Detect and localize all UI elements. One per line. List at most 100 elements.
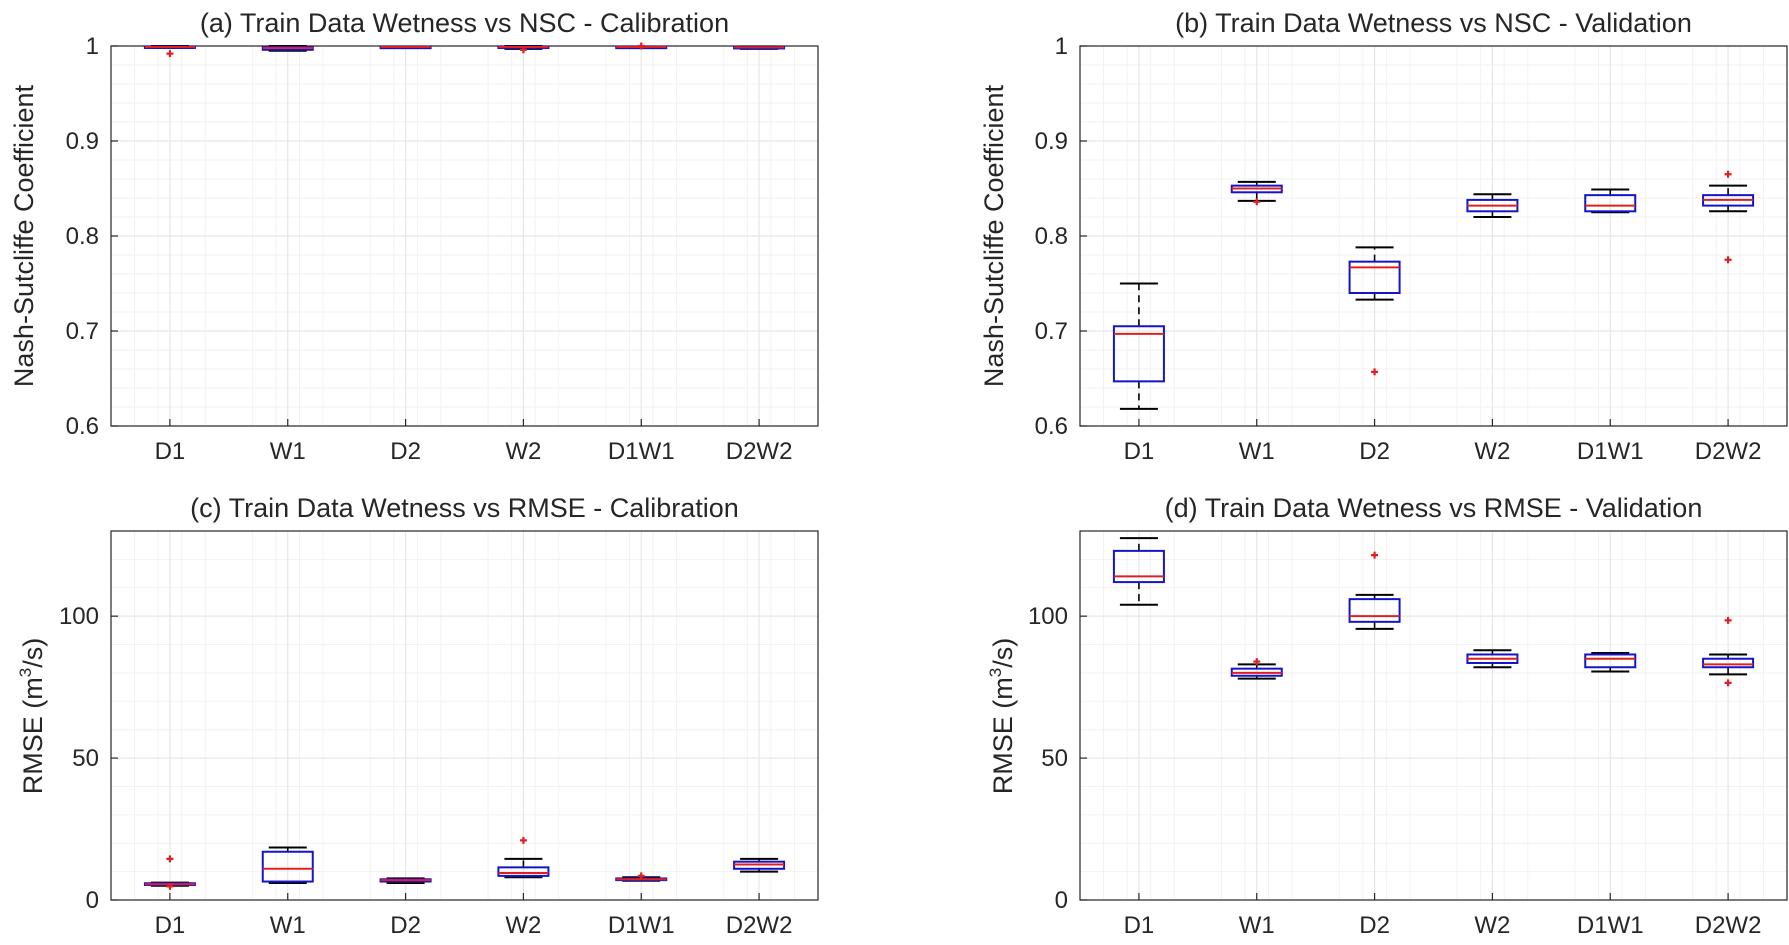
- outlier-point: [519, 46, 527, 54]
- y-tick-label: 50: [1041, 745, 1068, 772]
- outlier-point: [1724, 170, 1732, 178]
- x-tick-label-w1: W1: [1239, 438, 1275, 465]
- panel-b-y-ticks: 0.6 0.7 0.8 0.9 1: [1035, 33, 1087, 440]
- box-d2: [379, 45, 432, 50]
- panel-a-title: (a) Train Data Wetness vs NSC - Calibrat…: [200, 8, 729, 38]
- panel-a: D1 W1 D2 W2 D1W1 D2W2 0.60.70.80.91 (a) Train…: [9, 8, 819, 465]
- iqr-box: [1584, 653, 1637, 669]
- outlier-point: [1724, 256, 1732, 264]
- box-d1w1: [1584, 652, 1637, 673]
- x-tick-label-d1: D1: [155, 438, 186, 465]
- iqr-box: [1348, 260, 1401, 294]
- panel-b-boxes: [1112, 170, 1755, 410]
- x-tick-label-d2: D2: [1359, 438, 1390, 465]
- panel-a-boxes: [143, 42, 786, 58]
- panel-d-boxes: [1112, 537, 1755, 687]
- y-tick-label: 0.6: [66, 413, 99, 440]
- box-d2w2: [1702, 616, 1755, 687]
- y-tick-label: 50: [72, 745, 99, 772]
- panel-c-y-axis-label-sup: 3: [16, 668, 35, 677]
- iqr-box: [1348, 598, 1401, 623]
- box-w2: [1466, 649, 1519, 669]
- box-d1w1: [615, 872, 668, 882]
- x-tick-label-w1: W1: [270, 912, 306, 939]
- y-tick-label: 0.6: [1035, 413, 1068, 440]
- box-d2w2: [733, 857, 786, 873]
- x-tick-label-d2w2: D2W2: [1695, 438, 1762, 465]
- x-tick-label-w2: W2: [1474, 912, 1510, 939]
- panel-d-y-axis-label-main: RMSE (m: [988, 677, 1018, 794]
- panel-d-y-axis-label-sup: 3: [986, 668, 1005, 677]
- outlier-point: [637, 42, 645, 50]
- x-tick-label-d2w2: D2W2: [1695, 912, 1762, 939]
- outlier-point: [1371, 368, 1379, 376]
- y-tick-label: 0.7: [1035, 318, 1068, 345]
- panel-d-grid: [1080, 530, 1787, 901]
- iqr-box: [1584, 194, 1637, 213]
- outlier-point: [1371, 551, 1379, 559]
- box-d1: [143, 45, 196, 58]
- box-w1: [1230, 180, 1283, 206]
- outlier-point: [166, 855, 174, 863]
- panel-b-title: (b) Train Data Wetness vs NSC - Validati…: [1175, 8, 1692, 38]
- y-tick-label: 0: [1055, 887, 1068, 914]
- panel-c-y-ticks: 0 50 100: [59, 603, 118, 914]
- y-tick-label: 0: [86, 887, 99, 914]
- panel-b-y-axis-label: Nash-Sutcliffe Coefficient: [979, 84, 1009, 387]
- outlier-point: [637, 872, 645, 880]
- panel-a-y-ticks: 0.6 0.7 0.8 0.9 1: [66, 33, 118, 440]
- x-tick-label-d2w2: D2W2: [726, 438, 793, 465]
- x-tick-label-d1: D1: [1124, 438, 1155, 465]
- y-tick-label: 100: [1028, 603, 1068, 630]
- box-d1w1: [1584, 188, 1637, 214]
- x-tick-label-d1: D1: [1124, 912, 1155, 939]
- panel-c-grid: [111, 530, 818, 901]
- y-tick-label: 0.9: [66, 128, 99, 155]
- panel-b-x-ticks: D1 W1 D2 W2 D1W1 D2W2: [1124, 419, 1762, 465]
- x-tick-label-d1w1: D1W1: [608, 912, 675, 939]
- y-tick-label: 0.7: [66, 318, 99, 345]
- y-tick-label: 1: [1055, 33, 1068, 60]
- x-tick-label-w2: W2: [505, 912, 541, 939]
- x-tick-label-d1w1: D1W1: [608, 438, 675, 465]
- box-w1: [1230, 658, 1283, 680]
- outlier-point: [1724, 616, 1732, 624]
- box-d2: [1348, 551, 1401, 630]
- x-tick-label-d1: D1: [155, 912, 186, 939]
- box-d1: [1112, 537, 1165, 606]
- panel-d-plot-area: [1079, 530, 1788, 901]
- y-tick-label: 100: [59, 603, 99, 630]
- box-d2w2: [1702, 170, 1755, 264]
- panel-d-y-axis-label-tail: /s): [988, 638, 1018, 668]
- box-w1: [261, 45, 314, 52]
- box-d2: [379, 877, 432, 884]
- y-tick-label: 0.8: [1035, 223, 1068, 250]
- iqr-box: [1112, 549, 1165, 584]
- x-tick-label-d2w2: D2W2: [726, 912, 793, 939]
- panel-d-title: (d) Train Data Wetness vs RMSE - Validat…: [1165, 493, 1703, 523]
- x-tick-label-d1w1: D1W1: [1577, 438, 1644, 465]
- iqr-box: [1112, 325, 1165, 383]
- x-tick-label-d2: D2: [1359, 912, 1390, 939]
- outlier-point: [166, 50, 174, 58]
- panel-c-y-axis-label-tail: /s): [18, 638, 48, 668]
- panel-a-y-axis-label: Nash-Sutcliffe Coefficient: [9, 84, 39, 387]
- panel-a-x-ticks: D1 W1 D2 W2 D1W1 D2W2: [155, 419, 793, 465]
- iqr-box: [261, 850, 314, 883]
- box-w2: [497, 836, 550, 879]
- outlier-point: [1253, 658, 1261, 666]
- panel-c-boxes: [143, 836, 786, 890]
- outlier-point: [166, 882, 174, 890]
- panel-b: D1 W1 D2 W2 D1W1 D2W2 0.60.70.80.91 (b) Train…: [979, 8, 1788, 465]
- x-tick-label-w1: W1: [1239, 912, 1275, 939]
- panel-c-plot-area: [110, 530, 819, 901]
- outlier-point: [1724, 679, 1732, 687]
- x-tick-label-d1w1: D1W1: [1577, 912, 1644, 939]
- y-tick-label: 0.8: [66, 223, 99, 250]
- x-tick-label-w2: W2: [1474, 438, 1510, 465]
- iqr-box: [1702, 657, 1755, 669]
- panel-c-y-axis-label-main: RMSE (m: [18, 677, 48, 794]
- y-tick-label: 0.9: [1035, 128, 1068, 155]
